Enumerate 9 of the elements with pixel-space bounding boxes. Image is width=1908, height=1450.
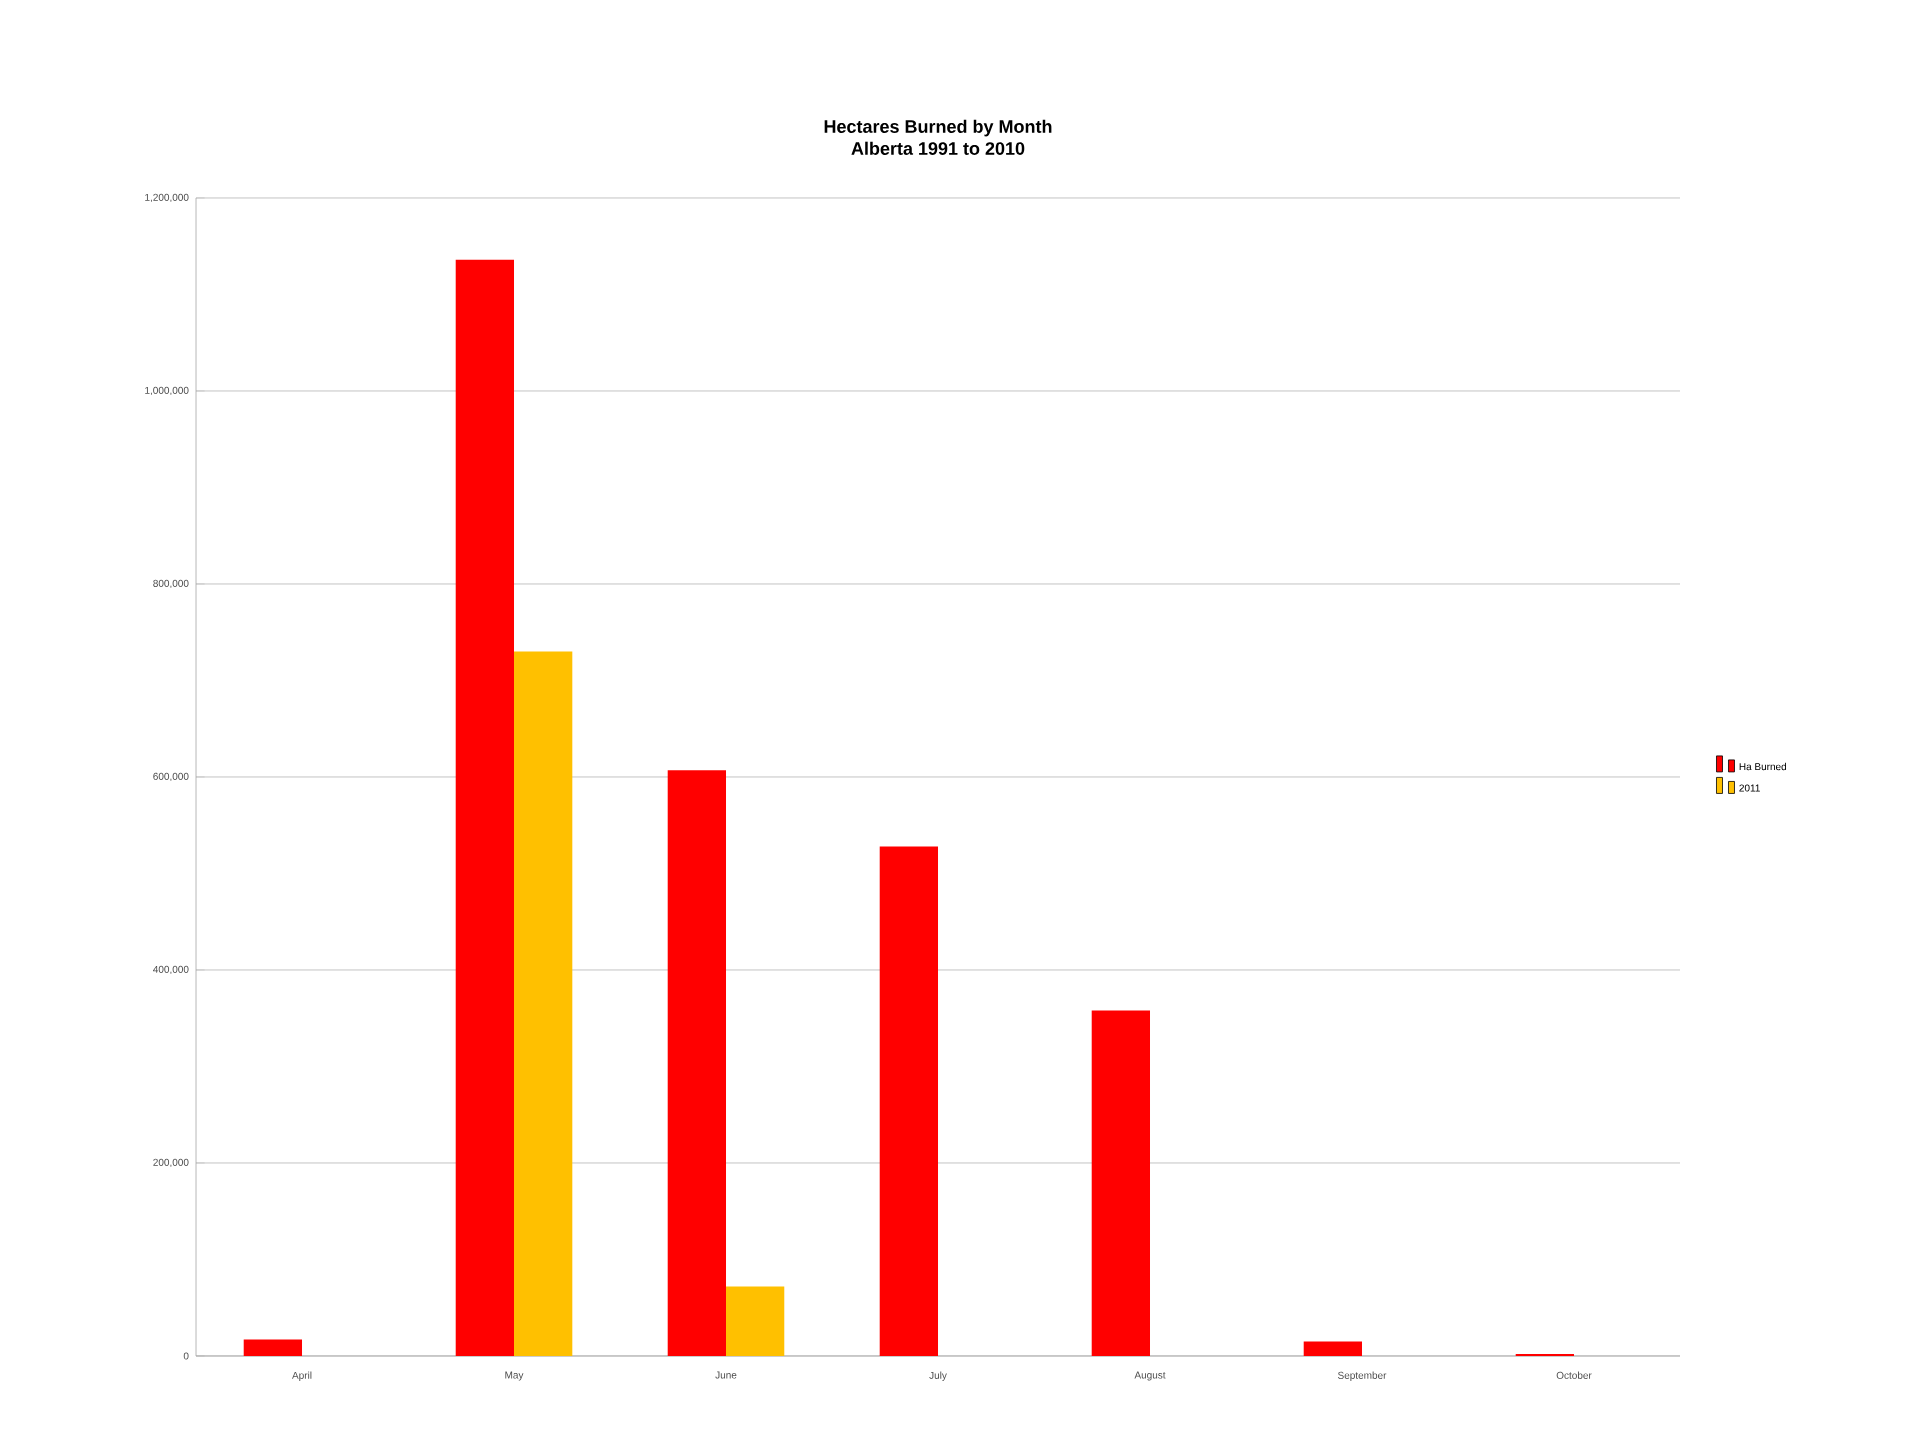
bar [514,651,573,1356]
bar [726,1286,785,1356]
bar [455,259,515,1356]
bar [1303,1341,1363,1356]
chart-title: Hectares Burned by Month Alberta 1991 to 2010 [824,119,1052,155]
bar [879,846,939,1356]
bar [243,1339,303,1356]
bar [1091,1010,1151,1356]
bar [667,770,727,1356]
